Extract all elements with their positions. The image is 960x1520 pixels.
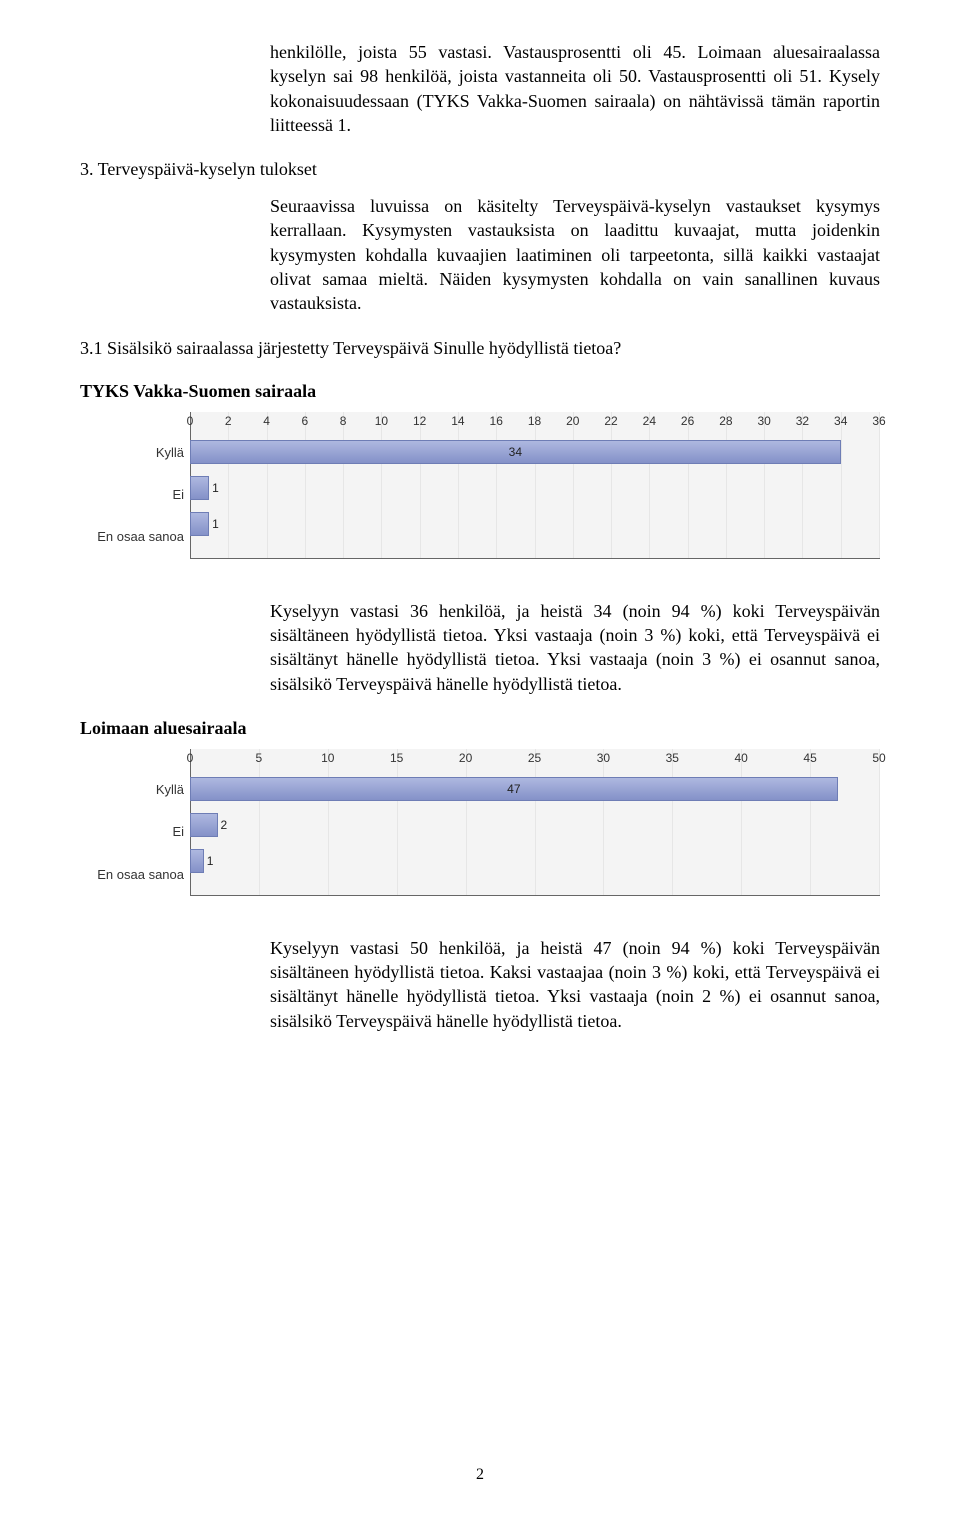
chart-tick-label: 35 [666, 751, 679, 765]
chart-tick-label: 36 [872, 414, 885, 428]
chart-tick-label: 26 [681, 414, 694, 428]
chart-tick-label: 18 [528, 414, 541, 428]
chart-bar-value: 2 [221, 818, 228, 832]
chart-tick-label: 40 [735, 751, 748, 765]
chart-tyks: KylläEiEn osaa sanoa02468101214161820222… [80, 412, 880, 559]
section-3-1-heading: 3.1 Sisälsikö sairaalassa järjestetty Te… [80, 338, 880, 359]
chart-bar: 1 [190, 476, 209, 500]
chart-category-label: En osaa sanoa [80, 521, 190, 553]
chart-tick-label: 0 [187, 751, 194, 765]
chart-tick-label: 24 [643, 414, 656, 428]
chart-tick-label: 12 [413, 414, 426, 428]
chart-loimaa: KylläEiEn osaa sanoa05101520253035404550… [80, 749, 880, 896]
chart-tick-label: 45 [803, 751, 816, 765]
chart-category-label: En osaa sanoa [80, 859, 190, 891]
loimaa-heading: Loimaan aluesairaala [80, 718, 880, 739]
chart-tick-label: 28 [719, 414, 732, 428]
loimaa-analysis-paragraph: Kyselyyn vastasi 50 henkilöä, ja heistä … [270, 936, 880, 1033]
chart-tick-label: 16 [490, 414, 503, 428]
chart-bar: 2 [190, 813, 218, 837]
chart-category-label: Kyllä [80, 437, 190, 469]
chart-tick-label: 2 [225, 414, 232, 428]
chart-bar: 1 [190, 512, 209, 536]
section-3-heading: 3. Terveyspäivä-kyselyn tulokset [80, 159, 880, 180]
page: henkilölle, joista 55 vastasi. Vastauspr… [0, 0, 960, 1520]
tyks-analysis-paragraph: Kyselyyn vastasi 36 henkilöä, ja heistä … [270, 599, 880, 696]
intro-paragraph: henkilölle, joista 55 vastasi. Vastauspr… [270, 40, 880, 137]
page-number: 2 [0, 1466, 960, 1484]
chart-bar: 34 [190, 440, 841, 464]
chart-tick-label: 32 [796, 414, 809, 428]
chart-tick-label: 30 [757, 414, 770, 428]
chart-bar: 47 [190, 777, 838, 801]
chart-bar-value: 1 [207, 854, 214, 868]
chart-tick-label: 25 [528, 751, 541, 765]
chart-tick-label: 22 [604, 414, 617, 428]
chart-category-label: Ei [80, 479, 190, 511]
chart-tick-label: 34 [834, 414, 847, 428]
chart-tick-label: 14 [451, 414, 464, 428]
chart-tick-label: 30 [597, 751, 610, 765]
chart-tick-label: 50 [872, 751, 885, 765]
chart-bar-value: 47 [507, 782, 520, 796]
chart-bar-value: 1 [212, 517, 219, 531]
chart-tick-label: 6 [301, 414, 308, 428]
chart-tick-label: 10 [375, 414, 388, 428]
chart-tick-label: 20 [566, 414, 579, 428]
chart-tick-label: 20 [459, 751, 472, 765]
chart-bar-value: 1 [212, 481, 219, 495]
chart-category-label: Ei [80, 816, 190, 848]
chart-category-label: Kyllä [80, 774, 190, 806]
chart-tick-label: 5 [256, 751, 263, 765]
section-3-paragraph: Seuraavissa luvuissa on käsitelty Tervey… [270, 194, 880, 315]
chart-tick-label: 4 [263, 414, 270, 428]
tyks-heading: TYKS Vakka-Suomen sairaala [80, 381, 880, 402]
chart-tick-label: 0 [187, 414, 194, 428]
chart-bar: 1 [190, 849, 204, 873]
chart-tick-label: 15 [390, 751, 403, 765]
chart-tick-label: 10 [321, 751, 334, 765]
chart-bar-value: 34 [509, 445, 522, 459]
chart-tick-label: 8 [340, 414, 347, 428]
